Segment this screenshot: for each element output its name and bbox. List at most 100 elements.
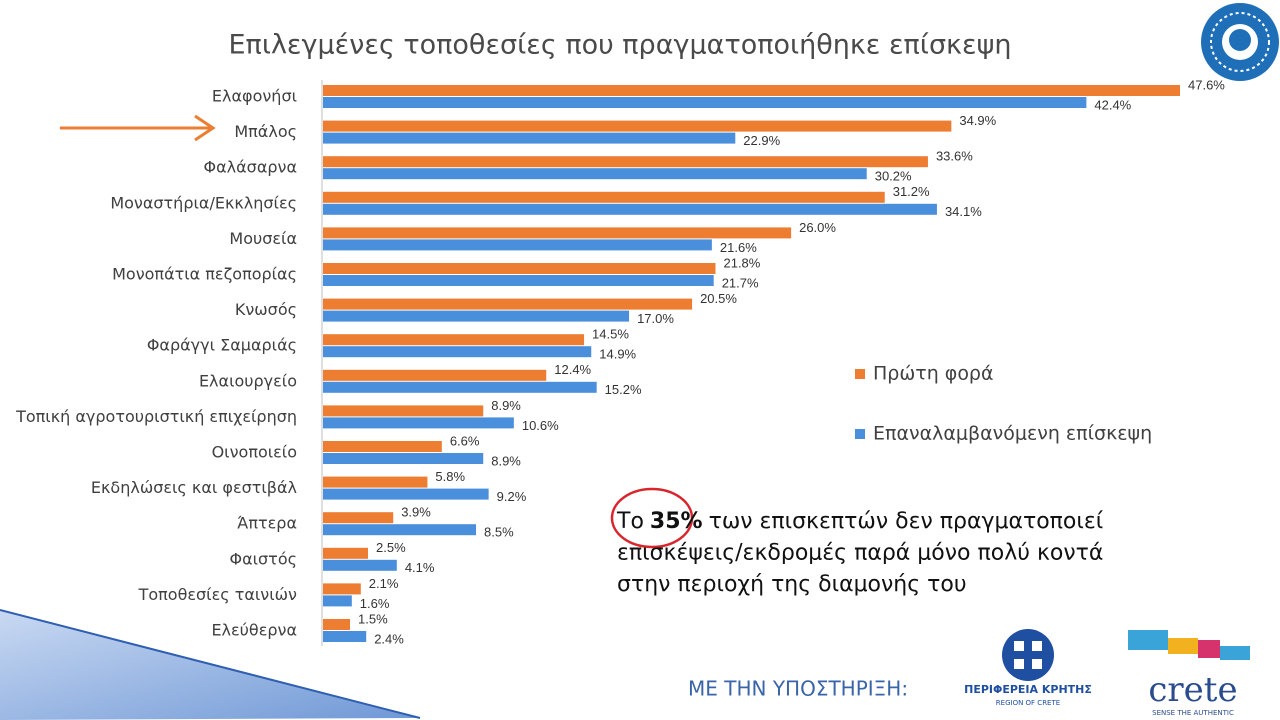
category-label: Άπτερα (237, 514, 297, 533)
category-label: Μονοπάτια πεζοπορίας (112, 265, 297, 284)
region-name-en: REGION OF CRETE (996, 699, 1060, 707)
value-label: 22.9% (743, 133, 780, 148)
category-label: Ελεύθερνα (211, 621, 297, 640)
value-label: 21.8% (723, 255, 760, 270)
value-label: 30.2% (875, 169, 912, 184)
value-label: 34.9% (959, 113, 996, 128)
value-label: 14.9% (599, 347, 636, 362)
value-label: 17.0% (637, 311, 674, 326)
bar (323, 488, 489, 500)
value-label: 5.8% (435, 469, 465, 484)
category-label: Ελαιουργείο (199, 371, 297, 390)
bar (323, 334, 585, 346)
bar (323, 441, 442, 452)
value-label: 33.6% (936, 149, 973, 164)
highlight-circle (610, 487, 694, 549)
bar (323, 453, 484, 464)
bar (323, 512, 394, 524)
bar (323, 310, 630, 322)
value-label: 8.9% (491, 453, 521, 468)
value-label: 1.5% (358, 611, 388, 626)
bar (323, 559, 397, 571)
value-label: 21.6% (720, 240, 757, 255)
bar (323, 120, 952, 132)
region-name: ΠΕΡΙΦΕΡΕΙΑ ΚΡΗΤΗΣ (964, 683, 1092, 696)
bar (323, 191, 885, 203)
value-label: 31.2% (893, 184, 930, 199)
value-label: 34.1% (945, 204, 982, 219)
value-label: 9.2% (497, 489, 527, 504)
value-label: 8.9% (491, 398, 521, 413)
value-label: 2.4% (374, 631, 404, 646)
bar (323, 369, 547, 381)
corner-line (0, 609, 421, 719)
value-label: 21.7% (722, 275, 759, 290)
category-label: Μοναστήρια/Εκκλησίες (110, 193, 297, 212)
brand: crete (1148, 670, 1237, 710)
arrow (60, 114, 216, 142)
bar (323, 85, 1180, 96)
value-label: 20.5% (700, 291, 737, 306)
annotation-part: επισκέψεις/εκδρομές παρά μόνο πολύ κοντά (617, 541, 1103, 566)
annotation-part: Το (616, 509, 644, 534)
value-label: 15.2% (605, 382, 642, 397)
value-label: 4.1% (405, 560, 435, 575)
bar (323, 595, 352, 607)
annotation-part: στην περιοχή της διαμονής του (617, 572, 967, 597)
bar (323, 476, 428, 488)
category-label: Τοπική αγροτουριστική επιχείρηση (15, 407, 297, 426)
chart-title: Επιλεγμένες τοποθεσίες που πραγματοποιήθ… (229, 30, 1012, 61)
bar (323, 524, 477, 536)
bar (323, 239, 712, 251)
bar (323, 619, 351, 630)
bar (323, 132, 736, 144)
bar (323, 346, 592, 358)
legend-swatch (855, 369, 865, 379)
bar (323, 203, 937, 215)
value-label: 1.6% (360, 596, 390, 611)
value-label: 2.1% (369, 576, 399, 591)
bar (323, 227, 792, 239)
legend-label: Επαναλαμβανόμενη επίσκεψη (873, 423, 1152, 445)
category-label: Εκδηλώσεις και φεστιβάλ (91, 478, 297, 497)
category-label: Μουσεία (229, 229, 297, 248)
slogan: SENSE THE AUTHENTIC (1152, 709, 1234, 717)
crete-logo (1128, 630, 1250, 660)
logo-emblem (1201, 3, 1279, 81)
bar (323, 405, 484, 417)
bar (323, 168, 867, 180)
value-label: 10.6% (522, 418, 559, 433)
support-label: ΜΕ ΤΗΝ ΥΠΟΣΤΗΡΙΞΗ: (688, 677, 908, 701)
category-label: Κνωσός (235, 300, 297, 319)
bar (323, 631, 367, 642)
value-label: 42.4% (1094, 97, 1131, 112)
category-label: Οινοποιείο (212, 443, 297, 462)
bar (323, 275, 714, 286)
bar (323, 156, 928, 168)
bar (323, 583, 361, 595)
bar (323, 381, 597, 393)
bar (323, 263, 716, 274)
category-label: Φαιστός (229, 549, 297, 568)
value-label: 14.5% (592, 327, 629, 342)
value-label: 8.5% (484, 525, 514, 540)
bar (323, 547, 369, 559)
category-label: Φαράγγι Σαμαριάς (147, 336, 297, 355)
value-label: 12.4% (554, 362, 591, 377)
annotation-part: 35% (650, 509, 703, 534)
value-label: 47.6% (1188, 77, 1225, 92)
value-label: 3.9% (401, 505, 431, 520)
bar (323, 298, 693, 310)
annotation: Το 35% των επισκεπτών δεν πραγματοποιεί επι… (616, 509, 1104, 597)
bar (323, 97, 1087, 108)
category-label: Μπάλος (234, 122, 297, 141)
category-label: Τοποθεσίες ταινιών (138, 585, 297, 604)
value-label: 6.6% (450, 433, 480, 448)
bar (323, 417, 514, 429)
value-label: 26.0% (799, 220, 836, 235)
annotation-part: των επισκεπτών δεν πραγματοποιεί (709, 509, 1104, 534)
category-label: Φαλάσαρνα (204, 158, 297, 177)
category-label: Ελαφονήσι (212, 87, 297, 106)
legend-swatch (855, 429, 865, 439)
